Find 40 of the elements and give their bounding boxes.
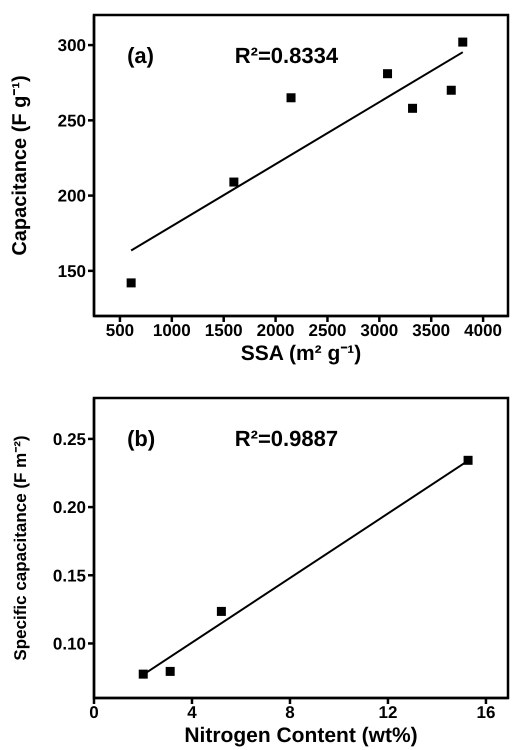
- point: [229, 178, 238, 187]
- x-tick-label: 1500: [204, 321, 243, 340]
- x-tick-label: 4000: [464, 321, 502, 340]
- point: [126, 278, 136, 288]
- y-tick-label: 0.20: [52, 498, 86, 518]
- x-tick-label: 500: [106, 321, 134, 340]
- point: [286, 93, 296, 102]
- x-tick-label: 16: [476, 703, 496, 722]
- y-axis-title: Specific capacitance (F m⁻²): [11, 435, 30, 661]
- point: [216, 606, 226, 616]
- point: [138, 670, 148, 679]
- y-tick-label: 0.10: [52, 634, 86, 654]
- y-tick-label: 0.15: [52, 566, 86, 586]
- x-tick-label: 2500: [308, 321, 346, 340]
- x-tick-label: 1000: [152, 321, 191, 340]
- x-tick-label: 8: [285, 703, 295, 722]
- point: [464, 456, 473, 465]
- point: [166, 666, 175, 676]
- x-axis-title: SSA (m² g⁻¹): [240, 342, 362, 365]
- point: [383, 69, 392, 78]
- x-tick-label: 3000: [360, 321, 398, 340]
- point: [458, 38, 468, 47]
- x-tick-label: 12: [378, 703, 398, 722]
- point: [408, 104, 418, 113]
- y-tick-label: 200: [58, 186, 86, 206]
- annotation: R²=0.8334: [234, 43, 339, 68]
- y-tick-label: 300: [58, 36, 86, 56]
- annotation: R²=0.9887: [234, 426, 338, 451]
- x-tick-label: 4: [187, 703, 198, 722]
- point: [446, 86, 456, 95]
- annotation: (a): [127, 43, 154, 68]
- y-tick-label: 150: [58, 262, 86, 281]
- y-tick-label: 0.25: [52, 430, 86, 449]
- annotation: (b): [127, 426, 156, 451]
- x-axis-title: Nitrogen Content (wt%): [184, 724, 418, 747]
- y-axis-title: Capacitance (F g⁻¹): [9, 75, 31, 256]
- y-tick-label: 250: [58, 111, 86, 130]
- x-tick-label: 0: [89, 703, 99, 722]
- x-tick-label: 2000: [256, 321, 294, 340]
- x-tick-label: 3500: [412, 321, 450, 340]
